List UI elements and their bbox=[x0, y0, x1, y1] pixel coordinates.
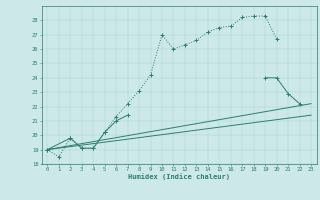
X-axis label: Humidex (Indice chaleur): Humidex (Indice chaleur) bbox=[128, 174, 230, 180]
